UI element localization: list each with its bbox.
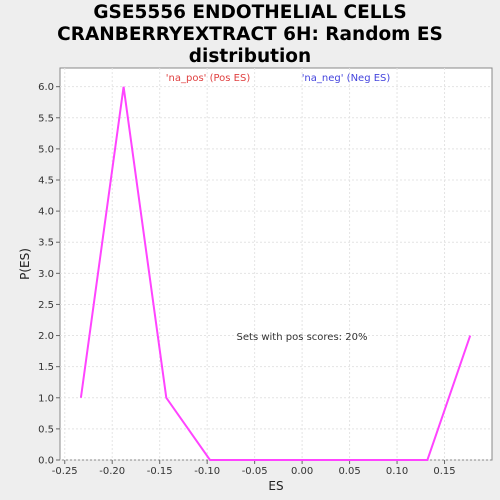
chart-title: GSE5556 ENDOTHELIAL CELLSCRANBERRYEXTRAC… [57,2,443,67]
x-tick-label: -0.10 [194,466,220,477]
title-line-3: distribution [189,46,311,67]
title-line-2: CRANBERRYEXTRACT 6H: Random ES [57,24,443,45]
x-axis: -0.25 -0.20 -0.15 -0.10 -0.05 0.00 0.05 0.10 0.1… [52,460,456,477]
x-axis-label: ES [268,479,283,493]
y-tick-label: 5.0 [38,144,54,155]
grid-lines [60,68,492,461]
y-tick-label: 1.0 [38,393,54,404]
x-tick-label: 0.00 [291,466,313,477]
x-tick-label: -0.05 [242,466,268,477]
y-tick-label: 2.5 [38,300,54,311]
y-axis: 0.0 0.5 1.0 1.5 2.0 2.5 3.0 3.5 4.0 4.5 5.0 5.5 6.0 [38,82,60,467]
legend: 'na_pos' (Pos ES) 'na_neg' (Neg ES) [166,73,391,84]
title-line-1: GSE5556 ENDOTHELIAL CELLS [93,2,406,23]
y-tick-label: 2.0 [38,331,54,342]
y-tick-label: 3.0 [38,269,54,280]
x-tick-label: -0.25 [52,466,78,477]
series-group [79,86,472,461]
y-tick-label: 4.0 [38,207,54,218]
x-tick-label: 0.10 [386,466,408,477]
series-line [79,86,472,461]
y-tick-label: 3.5 [38,238,54,249]
y-axis-label: P(ES) [18,248,32,280]
annotation: Sets with pos scores: 20% [237,332,368,343]
x-tick-label: -0.20 [99,466,125,477]
plot-area [59,67,493,461]
y-tick-label: 0.5 [38,424,54,435]
y-tick-label: 5.5 [38,113,54,124]
y-tick-label: 1.5 [38,362,54,373]
y-tick-label: 0.0 [38,456,54,467]
x-tick-label: 0.05 [338,466,360,477]
x-tick-label: -0.15 [147,466,173,477]
x-tick-label: 0.15 [433,466,455,477]
y-tick-label: 6.0 [38,82,54,93]
y-tick-label: 4.5 [38,176,54,187]
legend-entry: 'na_neg' (Neg ES) [302,73,391,84]
legend-entry: 'na_pos' (Pos ES) [166,73,251,84]
